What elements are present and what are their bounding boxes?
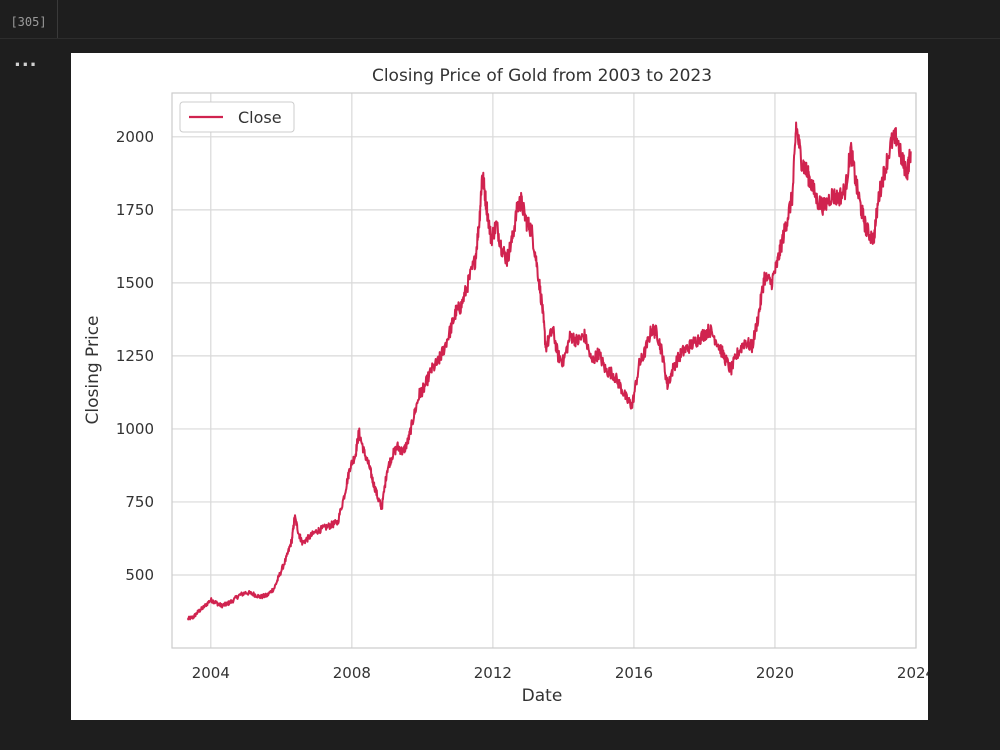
x-tick-labels: 2004 2008 2012 2016 2020 2024 — [192, 664, 935, 682]
chart-output: 2004 2008 2012 2016 2020 2024 500 750 1000 1250 1… — [71, 53, 935, 720]
y-tick-label: 1500 — [116, 274, 154, 292]
x-tick-label: 2024 — [897, 664, 928, 682]
y-tick-label: 2000 — [116, 128, 154, 146]
series-layer — [186, 121, 912, 621]
series-line-close — [186, 121, 912, 621]
y-tick-label: 1750 — [116, 201, 154, 219]
chart-title: Closing Price of Gold from 2003 to 2023 — [372, 66, 712, 86]
cell-header: [305] — [0, 0, 1000, 39]
y-tick-label: 1250 — [116, 347, 154, 365]
y-tick-label: 750 — [125, 493, 154, 511]
execution-count: [305] — [0, 0, 58, 38]
y-tick-label: 500 — [125, 566, 154, 584]
x-tick-label: 2012 — [474, 664, 512, 682]
legend-box — [179, 101, 295, 133]
chart-svg: 2004 2008 2012 2016 2020 2024 500 750 1000 1250 1… — [83, 66, 935, 706]
legend-label-close: Close — [238, 108, 282, 127]
x-tick-label: 2008 — [333, 664, 371, 682]
x-tick-label: 2004 — [192, 664, 230, 682]
x-axis-label: Date — [522, 686, 563, 706]
x-tick-label: 2020 — [756, 664, 794, 682]
y-axis-label: Closing Price — [83, 315, 103, 424]
x-tick-label: 2016 — [615, 664, 653, 682]
y-tick-label: 1000 — [116, 420, 154, 438]
legend: Close — [179, 101, 295, 133]
output-menu-ellipsis[interactable]: ... — [14, 50, 38, 71]
y-tick-labels: 500 750 1000 1250 1500 1750 2000 — [116, 128, 154, 584]
plot-frame — [171, 92, 917, 649]
